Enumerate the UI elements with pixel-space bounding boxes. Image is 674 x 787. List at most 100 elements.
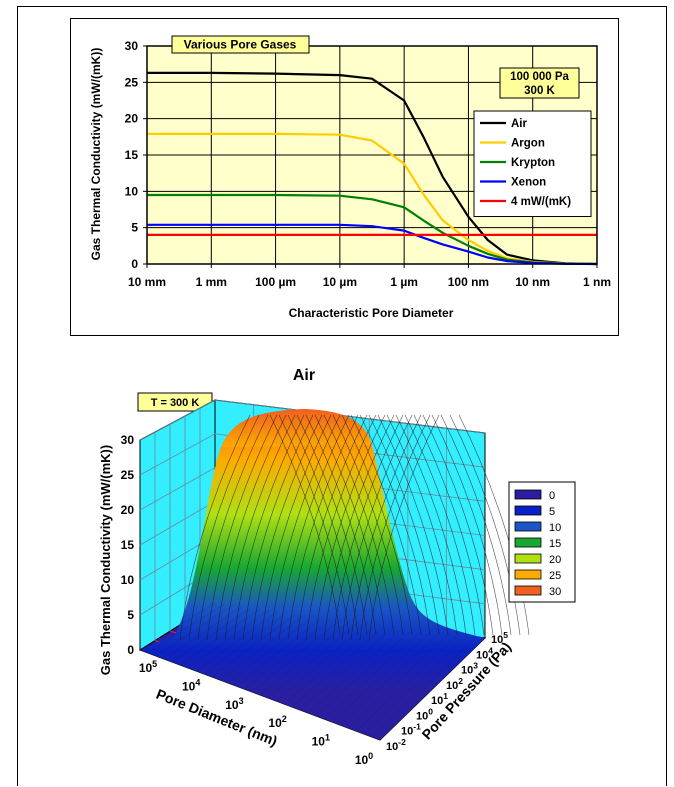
y-tick-label: 20	[125, 112, 139, 126]
surface-mesh-line	[377, 414, 449, 636]
legend-label: Krypton	[511, 157, 555, 169]
x-tick-label: 104	[182, 677, 200, 693]
floor-mesh-line	[251, 619, 342, 693]
legend: Air Argon Krypton Xenon 4 mW/(mK)	[473, 110, 592, 217]
floor-mesh-line	[203, 612, 288, 675]
x-tick-label: 1 µm	[390, 275, 418, 289]
floor-mesh-line	[139, 602, 216, 651]
y-tick-label: 103	[461, 661, 478, 677]
z-tick-label: 20	[121, 503, 135, 517]
floor-mesh-line	[187, 609, 270, 669]
wall-gridline	[139, 467, 486, 511]
surface-mesh-line	[242, 414, 314, 641]
surface-mesh-line	[251, 414, 323, 641]
page-frame	[17, 6, 667, 786]
y-axis-label: Gas Thermal Conductivity (mW/(mK))	[89, 48, 103, 261]
z-tick-label: 10	[121, 573, 135, 587]
surface-mesh-line	[296, 414, 368, 636]
x-tick-label: 102	[268, 714, 286, 730]
surface-mesh-line	[341, 414, 413, 636]
y-tick-label: 25	[125, 75, 139, 89]
x-tick-label: 101	[312, 733, 330, 749]
legend-label: 25	[549, 570, 561, 582]
floor-mesh-line	[307, 627, 405, 714]
floor-mesh-line	[163, 606, 243, 660]
y-tick-label: 5	[131, 221, 138, 235]
floor-mesh-line	[355, 634, 459, 732]
surface-mesh-line	[188, 414, 260, 641]
x-tick-label: 105	[139, 659, 157, 675]
surface-mesh-line	[395, 414, 467, 636]
chart-title-box	[171, 35, 310, 54]
legend-swatch	[514, 585, 542, 596]
y-tick-label: 30	[125, 39, 139, 53]
legend-label: 0	[549, 490, 555, 502]
chart-title: Various Pore Gases	[184, 38, 297, 52]
z-tick-label: 25	[121, 468, 135, 482]
y-tick-label: 0	[131, 257, 138, 271]
floor-mesh-line	[211, 613, 297, 678]
legend-label: 5	[549, 506, 555, 518]
floor-mesh-line	[147, 604, 225, 654]
y-tick-label: 100	[416, 706, 433, 722]
legend-label: Argon	[511, 138, 545, 150]
legend-swatch	[514, 489, 542, 500]
surface-mesh-line	[422, 414, 494, 636]
surface-mesh-line	[215, 414, 287, 641]
surface-mesh-line	[260, 414, 332, 641]
surface-mesh-line	[341, 414, 413, 641]
x-tick-label: 1 mm	[196, 275, 227, 289]
z-tick-label: 15	[121, 538, 135, 552]
floor-mesh-line	[323, 629, 423, 720]
floor-mesh-line	[371, 636, 477, 738]
legend-swatch	[514, 537, 542, 548]
legend-swatch	[514, 521, 542, 532]
surface-mesh-line	[431, 414, 503, 636]
surface-mesh-line	[224, 414, 296, 641]
legend-label: Xenon	[511, 177, 546, 189]
conditions-pressure: 100 000 Pa	[510, 71, 569, 83]
surface-mesh-line	[233, 414, 305, 641]
floor-mesh-line	[339, 632, 441, 726]
y-tick-label: 105	[491, 630, 508, 646]
x-tick-label: 103	[225, 696, 243, 712]
legend-label: Air	[511, 118, 528, 130]
floor-mesh-line	[155, 605, 234, 657]
surface-mesh-line	[386, 414, 458, 636]
surface-mesh-line	[440, 414, 512, 636]
surface-mesh-line	[278, 414, 350, 641]
surface-mesh-line	[278, 414, 350, 636]
floor-mesh-line	[315, 628, 414, 717]
z-tick-label: 5	[127, 608, 134, 622]
floor-mesh-line	[347, 633, 450, 729]
top-chart-frame	[70, 18, 619, 336]
surface-mesh-line	[179, 414, 251, 641]
surface-mesh-line	[368, 414, 440, 641]
surface-mesh-line	[269, 414, 341, 641]
surface-mesh-line	[287, 414, 359, 641]
surface-mesh-line	[404, 414, 476, 636]
surface-cap	[222, 409, 371, 447]
series-line-xenon	[147, 223, 598, 266]
floor-mesh-line	[259, 620, 351, 696]
y-tick-label: 10-1	[401, 722, 421, 738]
surface-mesh-line	[458, 414, 530, 636]
y-tick-label: 101	[431, 691, 448, 707]
legend-label: 4 mW/(mK)	[511, 196, 571, 208]
floor-mesh-line	[283, 623, 378, 705]
surface-mesh-line	[197, 414, 269, 641]
floor-mesh-line	[243, 618, 333, 690]
conditions-box	[499, 67, 580, 99]
x-tick-label: 100	[355, 751, 373, 767]
floor-mesh-line	[291, 625, 387, 708]
y-tick-label: 15	[125, 148, 139, 162]
surface-mesh-line	[359, 414, 431, 636]
surface-mesh-line	[413, 414, 485, 636]
surface-mesh-line	[332, 414, 404, 636]
gas-conductivity-line-chart: 10 mm 1 mm 100 µm 10 µm 1 µm 100 nm 10 nm 1 nm 0…	[89, 35, 611, 320]
surface-title: Air	[293, 367, 315, 384]
floor-mesh-line	[275, 622, 369, 702]
y-tick-label: 10	[125, 184, 139, 198]
legend-label: 15	[549, 538, 561, 550]
surface-mesh-line	[350, 414, 422, 636]
